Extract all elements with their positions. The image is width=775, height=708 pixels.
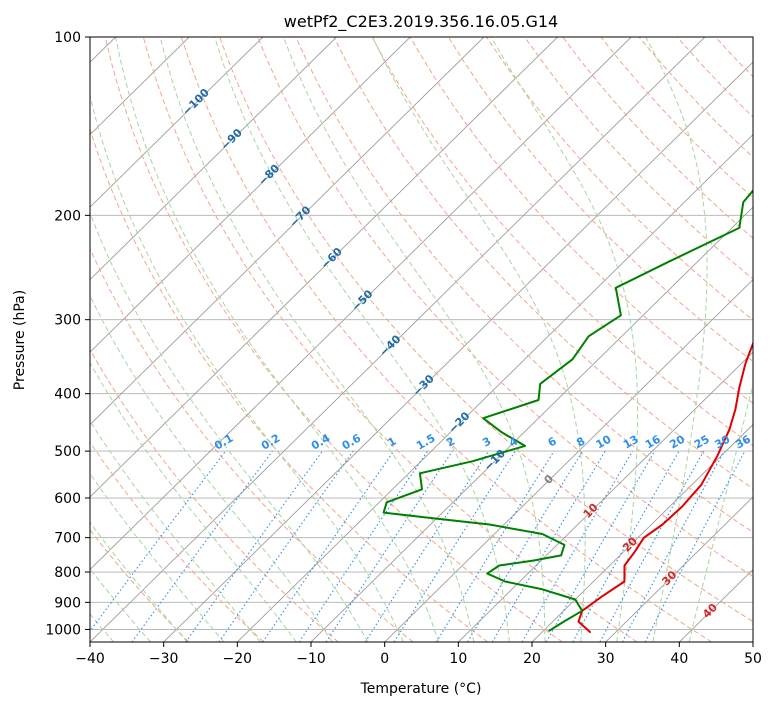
x-tick-label: 0	[380, 651, 389, 667]
y-tick-label: 900	[54, 595, 81, 611]
profile-series	[382, 189, 753, 633]
mixing-ratio-line	[599, 450, 705, 642]
x-tick-label: 50	[744, 651, 762, 667]
mixing-ratio-line	[131, 450, 273, 642]
x-tick-label: −10	[296, 651, 326, 667]
moist-adiabat	[159, 37, 475, 642]
isotherm-line	[90, 37, 411, 353]
mixing-ratio-line	[491, 450, 606, 642]
x-tick-label: −20	[223, 651, 253, 667]
moist-adiabat	[688, 382, 753, 642]
isotherm-line	[90, 37, 485, 426]
skewed-isotherms	[90, 37, 753, 642]
isotherm-line	[384, 278, 753, 642]
y-axis-title: Pressure (hPa)	[12, 290, 28, 390]
mixing-ratio-line	[185, 450, 323, 642]
moist-adiabat	[115, 37, 440, 642]
isotherm-line	[605, 496, 753, 642]
y-tick-label: 400	[54, 387, 81, 403]
x-tick-label: 30	[597, 651, 615, 667]
isotherm-line	[310, 206, 753, 642]
isotherm-line	[90, 37, 264, 208]
y-axis-ticks: 100 200 300 400 500 600 700 800 900 1000	[45, 30, 90, 638]
x-tick-label: 40	[670, 651, 688, 667]
isotherm-line	[90, 37, 337, 281]
isotherm-line	[531, 423, 753, 642]
mixing-ratio-line	[467, 450, 584, 642]
mixing-ratio-line	[521, 450, 634, 642]
isotherm-line	[163, 61, 753, 642]
dry-adiabat	[90, 247, 414, 642]
x-tick-label: −30	[149, 651, 179, 667]
isotherm-line	[90, 37, 706, 642]
moist-adiabat	[90, 294, 333, 642]
dewpoint-profile-line	[382, 189, 753, 632]
mixing-ratio-line	[572, 450, 680, 642]
mixing-ratio-line	[262, 450, 395, 642]
y-tick-label: 700	[54, 531, 81, 547]
chart-title: wetPf2_C2E3.2019.356.16.05.G14	[284, 12, 558, 32]
y-tick-label: 200	[54, 208, 81, 224]
x-tick-label: −40	[75, 651, 105, 667]
mixing-ratio-line	[298, 450, 429, 642]
x-axis-title: Temperature (°C)	[360, 681, 482, 697]
moist-adiabat	[645, 37, 708, 642]
moist-adiabats	[90, 37, 753, 642]
moist-adiabat	[214, 37, 510, 642]
moist-adiabat	[90, 211, 369, 642]
pressure-gridlines	[90, 37, 753, 630]
y-tick-label: 300	[54, 313, 81, 329]
dry-adiabat	[104, 37, 563, 642]
x-tick-label: 20	[523, 651, 541, 667]
mixing-ratio-line	[644, 450, 746, 642]
moist-adiabat	[90, 93, 404, 642]
dry-adiabat	[180, 37, 712, 642]
y-tick-label: 800	[54, 565, 81, 581]
y-tick-label: 1000	[45, 622, 81, 638]
mixing-ratio-line	[325, 450, 453, 642]
mixing-ratio-line	[364, 450, 490, 642]
dry-adiabat	[257, 37, 753, 578]
dry-adiabat	[371, 37, 753, 447]
dry-adiabat	[486, 37, 753, 321]
dry-adiabat	[90, 529, 190, 642]
isotherm-line	[458, 351, 753, 642]
dry-adiabat	[90, 348, 339, 642]
mixing-ratio-line	[621, 450, 725, 642]
moist-adiabat	[490, 37, 639, 642]
moist-adiabat	[282, 37, 546, 642]
dry-adiabat	[90, 441, 264, 642]
moist-adiabat	[372, 37, 586, 642]
mixing-ratio-lines	[90, 450, 746, 642]
isotherm-line	[90, 37, 632, 571]
mixing-ratio-line	[218, 450, 354, 642]
y-tick-label: 500	[54, 444, 81, 460]
y-tick-label: 100	[54, 30, 81, 46]
dry-adiabat	[447, 37, 753, 363]
dry-adiabat	[219, 37, 753, 623]
x-tick-label: 10	[449, 651, 467, 667]
moist-adiabat	[90, 361, 297, 642]
y-tick-label: 600	[54, 491, 81, 507]
plot-frame	[89, 36, 754, 643]
temperature-profile-line	[577, 340, 753, 633]
dry-adiabat	[295, 37, 753, 533]
mixing-ratio-line	[90, 450, 227, 632]
dry-adiabat	[90, 127, 488, 642]
isotherm-line	[237, 134, 753, 642]
isotherm-line	[90, 37, 558, 498]
x-axis-ticks: −40 −30 −20 −10 0 10 20 30 40 50	[75, 642, 762, 667]
